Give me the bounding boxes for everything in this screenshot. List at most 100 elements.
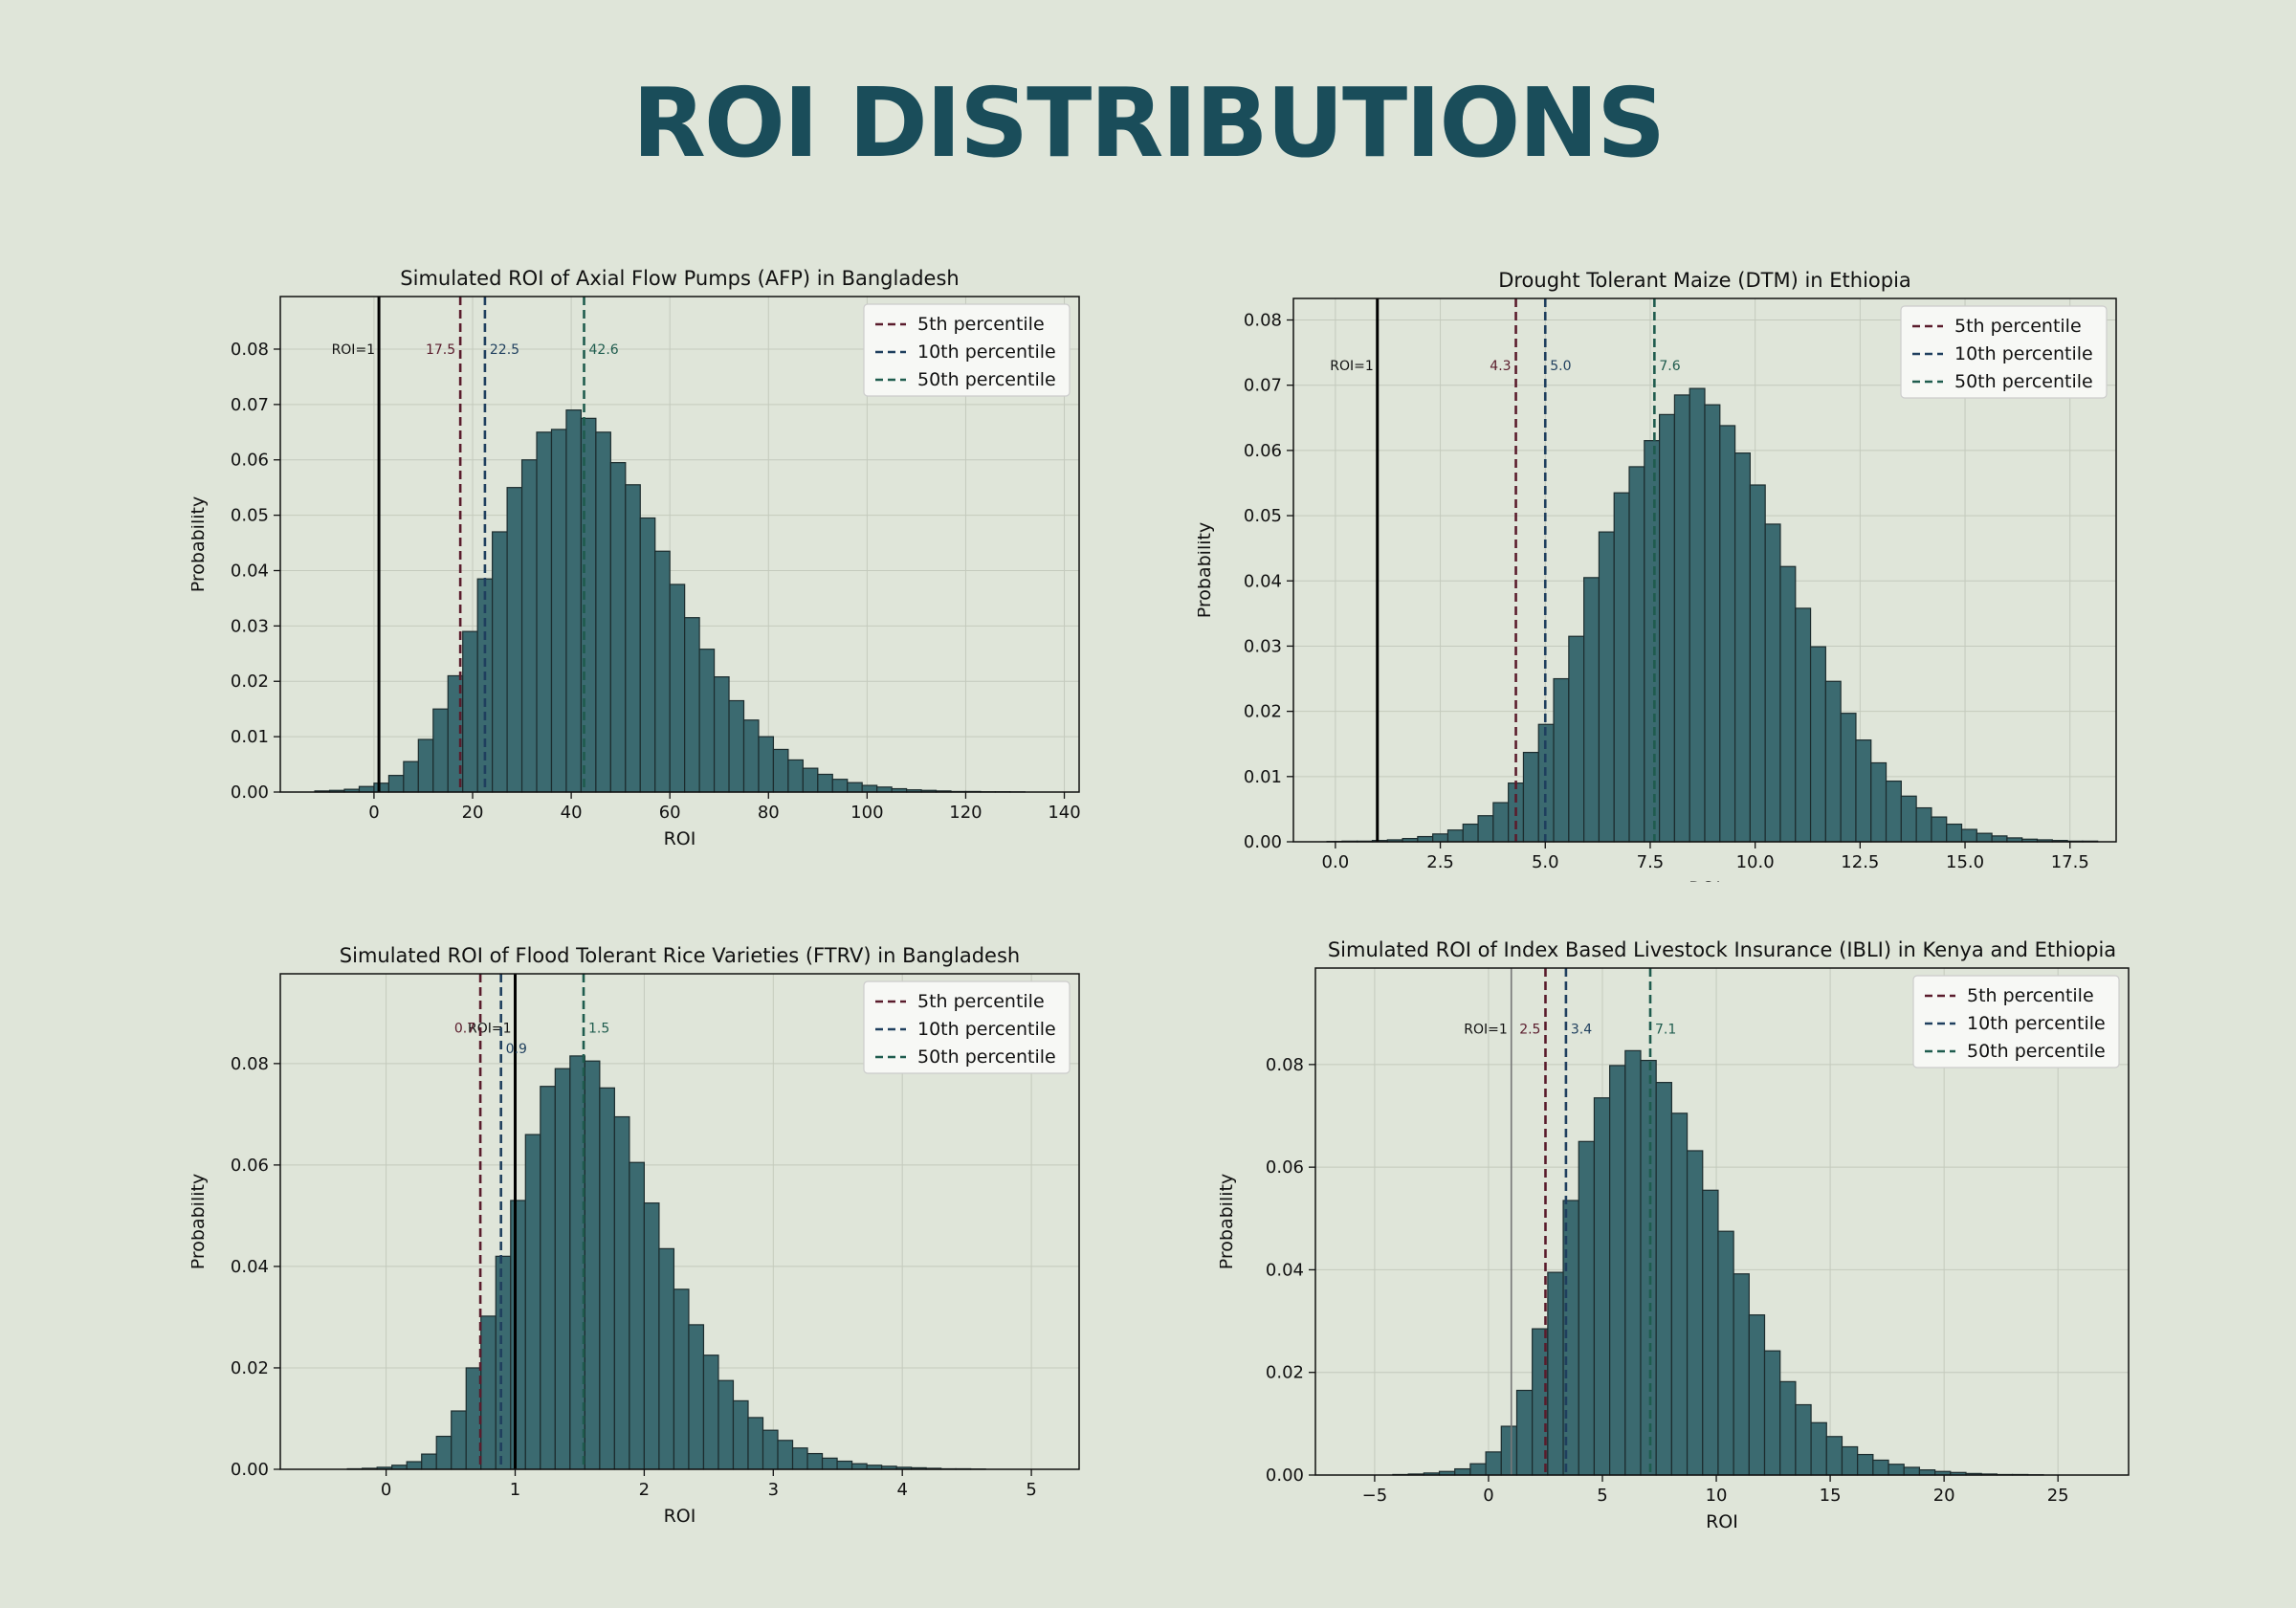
chart-ibli-svg: Simulated ROI of Index Based Livestock I…: [1216, 938, 2130, 1532]
bars: [1326, 387, 2099, 843]
histogram-bar: [462, 630, 478, 793]
histogram-bar: [1477, 815, 1494, 843]
histogram-bar: [1779, 565, 1797, 843]
y-tick-label: 0.00: [1266, 1465, 1304, 1486]
histogram-bar: [584, 1060, 601, 1470]
x-tick-label: 20: [462, 803, 484, 823]
percentile-label-p10: 0.9: [506, 1042, 527, 1057]
histogram-bar: [1704, 404, 1721, 843]
histogram-bar: [506, 487, 523, 793]
histogram-bar: [639, 517, 656, 793]
histogram-bar: [1462, 823, 1479, 843]
percentile-label-p5: 17.5: [426, 342, 455, 358]
histogram-bar: [1628, 466, 1645, 843]
histogram-bar: [1903, 1466, 1921, 1476]
plot-frame: [1292, 297, 2117, 843]
histogram-bar: [1670, 1112, 1689, 1476]
histogram-bar: [718, 1379, 735, 1470]
y-tick-label: 0.00: [231, 782, 269, 803]
histogram-bar: [1469, 1463, 1487, 1476]
legend-label-p10: 10th percentile: [1954, 343, 2093, 364]
y-tick-label: 0.02: [231, 672, 269, 692]
histogram-bar: [732, 1399, 749, 1470]
roi-reference-label: ROI=1: [1464, 1022, 1508, 1037]
histogram-bar: [358, 785, 375, 793]
y-tick-label: 0.07: [231, 395, 269, 415]
percentile-label-p5: 0.7: [454, 1022, 475, 1037]
legend-label-p50: 50th percentile: [1954, 371, 2093, 392]
y-tick-label: 0.05: [1244, 506, 1282, 526]
x-tick-label: 4: [896, 1480, 907, 1500]
x-tick-label: 25: [2047, 1486, 2069, 1506]
histogram-bar: [510, 1200, 526, 1470]
histogram-bar: [1900, 795, 1917, 843]
histogram-bar: [417, 738, 434, 793]
histogram-bar: [1547, 1271, 1564, 1476]
chart-dtm: Drought Tolerant Maize (DTM) in Ethiopia…: [1194, 260, 2154, 899]
histogram-bar: [1624, 1049, 1642, 1476]
histogram-bar: [1522, 751, 1539, 843]
histogram-bar: [1500, 1425, 1518, 1476]
chart-afp-svg: Simulated ROI of Axial Flow Pumps (AFP) …: [188, 267, 1081, 849]
legend: 5th percentile 10th percentile 50th percen…: [1912, 975, 2120, 1068]
x-tick-label: 2: [639, 1480, 650, 1500]
histogram-bar: [1841, 1445, 1859, 1476]
histogram-bar: [1931, 816, 1948, 843]
histogram-bar: [406, 1461, 423, 1470]
percentile-label-p5: 2.5: [1519, 1022, 1540, 1037]
histogram-bar: [658, 1247, 675, 1470]
histogram-bar: [403, 760, 419, 793]
legend-box: [1912, 975, 2120, 1068]
histogram-bar: [373, 782, 389, 793]
histogram-bar: [1673, 394, 1690, 843]
y-tick-label: 0.06: [1244, 441, 1282, 461]
histogram-bar: [1689, 387, 1706, 843]
histogram-bar: [1613, 492, 1630, 843]
x-tick-label: 5: [1597, 1486, 1607, 1506]
y-tick-label: 0.01: [1244, 767, 1282, 787]
histogram-bar: [550, 429, 567, 793]
histogram-bar: [876, 786, 893, 793]
roi-reference-label: ROI=1: [1330, 359, 1374, 374]
x-tick-label: 12.5: [1841, 852, 1879, 872]
histogram-bar: [524, 1134, 541, 1470]
histogram-bar: [1976, 832, 1993, 843]
y-tick-label: 0.00: [231, 1460, 269, 1480]
histogram-bar: [1795, 607, 1812, 843]
legend-label-p50: 50th percentile: [1967, 1041, 2106, 1062]
histogram-bar: [787, 759, 804, 793]
percentile-label-p5: 4.3: [1490, 359, 1511, 374]
chart-ftrv-svg: Simulated ROI of Flood Tolerant Rice Var…: [188, 944, 1080, 1527]
histogram-bar: [1855, 739, 1872, 843]
chart-afp: Simulated ROI of Axial Flow Pumps (AFP) …: [188, 260, 1091, 863]
y-axis-label: Probability: [1220, 1174, 1237, 1269]
y-tick-label: 0.00: [1244, 832, 1282, 852]
histogram-bar: [821, 1457, 838, 1470]
histogram-bar: [673, 1289, 690, 1470]
y-axis-label: Probability: [191, 1174, 209, 1269]
histogram-bar: [1810, 1421, 1827, 1476]
chart-dtm-svg: Drought Tolerant Maize (DTM) in Ethiopia…: [1194, 269, 2117, 899]
histogram-bar: [432, 708, 449, 793]
histogram-bar: [1885, 780, 1902, 843]
x-axis-label: ROI: [664, 1506, 696, 1527]
y-axis-label: Probability: [1198, 522, 1215, 618]
x-tick-label: 0: [1483, 1486, 1493, 1506]
x-axis-label: ROI: [664, 828, 696, 849]
legend-label-p10: 10th percentile: [917, 1019, 1056, 1040]
legend-box: [863, 980, 1071, 1074]
percentile-label-p10: 3.4: [1571, 1022, 1592, 1037]
histogram-bar: [1870, 761, 1888, 843]
x-tick-label: 5.0: [1532, 852, 1559, 872]
bars: [346, 1055, 986, 1470]
x-tick-label: −5: [1362, 1486, 1388, 1506]
histogram-bar: [1915, 806, 1932, 843]
histogram-bar: [742, 719, 760, 793]
legend-label-p10: 10th percentile: [917, 341, 1056, 363]
legend: 5th percentile 10th percentile 50th percen…: [863, 303, 1071, 397]
histogram-bar: [1593, 1097, 1611, 1476]
x-tick-label: 15.0: [1946, 852, 1984, 872]
histogram-bar: [762, 1429, 779, 1470]
histogram-bar: [1568, 635, 1585, 843]
y-tick-label: 0.04: [1266, 1260, 1304, 1280]
